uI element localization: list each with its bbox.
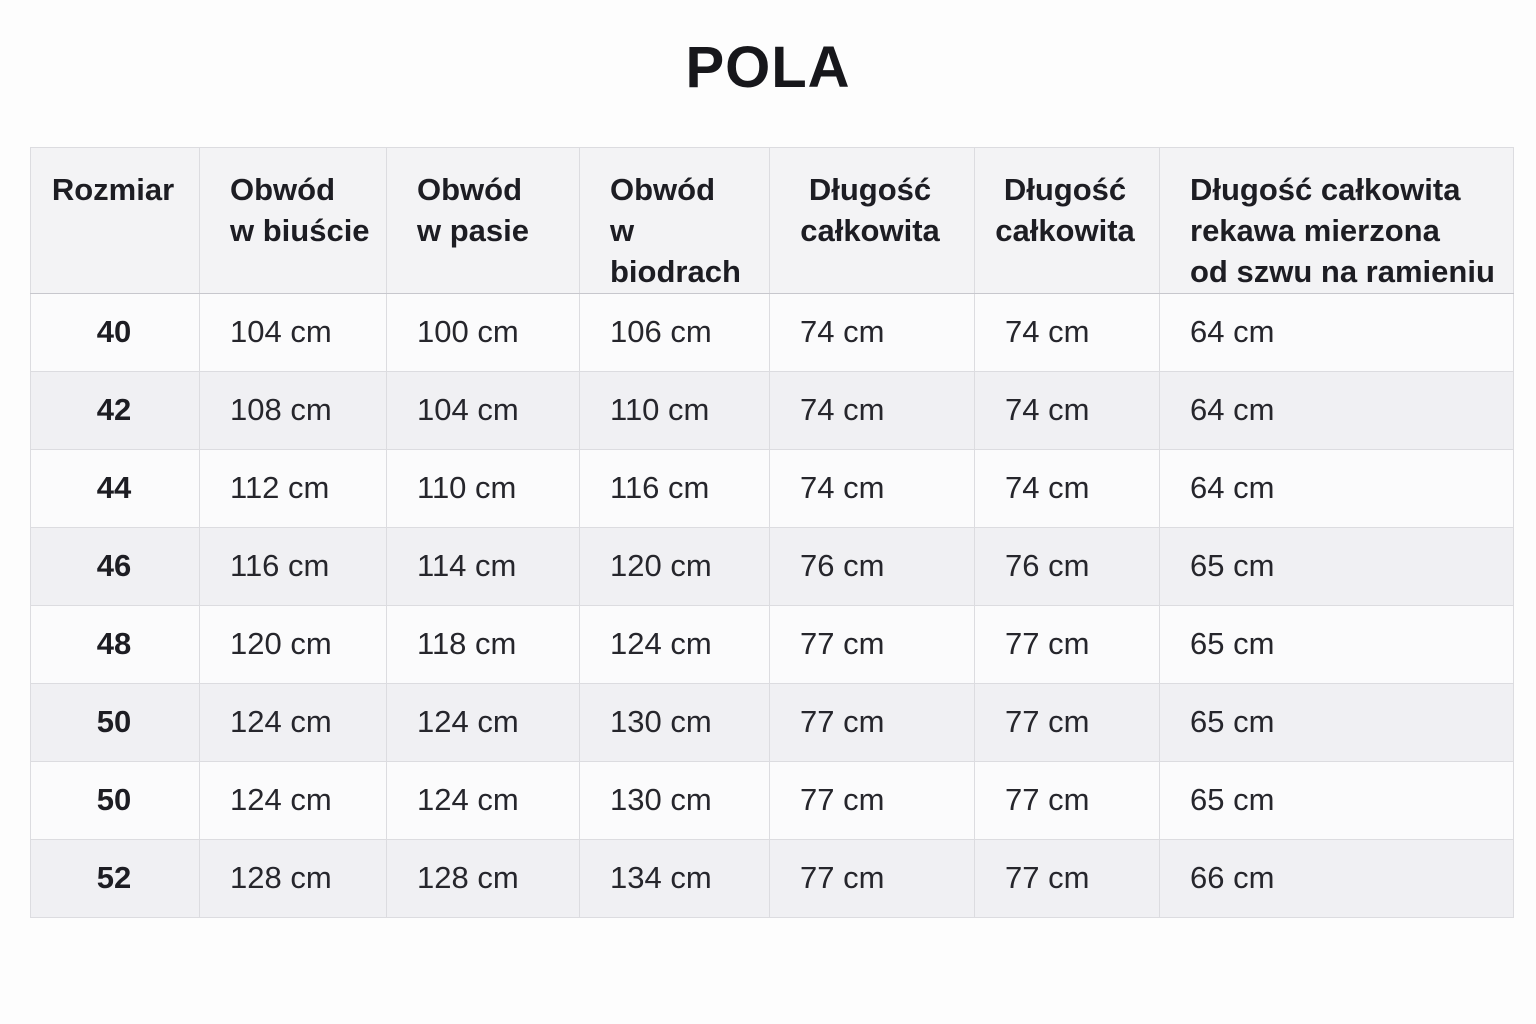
column-header-waist: Obwód w pasie: [386, 147, 580, 294]
measurement-cell: 77 cm: [769, 682, 975, 762]
measurement-cell: 65 cm: [1159, 682, 1514, 762]
measurement-cell: 108 cm: [199, 370, 387, 450]
measurement-cell: 116 cm: [199, 526, 387, 606]
table-row: 40 104 cm 100 cm 106 cm 74 cm 74 cm 64 c…: [30, 292, 1514, 372]
size-cell: 46: [30, 526, 200, 606]
size-cell: 50: [30, 682, 200, 762]
measurement-cell: 128 cm: [386, 838, 580, 918]
measurement-cell: 130 cm: [579, 760, 770, 840]
table-row: 42 108 cm 104 cm 110 cm 74 cm 74 cm 64 c…: [30, 370, 1514, 450]
measurement-cell: 77 cm: [769, 760, 975, 840]
measurement-cell: 124 cm: [386, 760, 580, 840]
measurement-cell: 64 cm: [1159, 292, 1514, 372]
table-header: Rozmiar Obwód w biuście Obwód w pasie Ob…: [30, 147, 1514, 294]
measurement-cell: 74 cm: [769, 448, 975, 528]
column-header-bust: Obwód w biuście: [199, 147, 387, 294]
measurement-cell: 77 cm: [974, 838, 1160, 918]
measurement-cell: 76 cm: [974, 526, 1160, 606]
measurement-cell: 116 cm: [579, 448, 770, 528]
column-header-length-1: Długość całkowita: [769, 147, 975, 294]
table-row: 50 124 cm 124 cm 130 cm 77 cm 77 cm 65 c…: [30, 682, 1514, 762]
measurement-cell: 76 cm: [769, 526, 975, 606]
column-header-length-2: Długość całkowita: [974, 147, 1160, 294]
size-cell: 44: [30, 448, 200, 528]
size-table: Rozmiar Obwód w biuście Obwód w pasie Ob…: [30, 147, 1514, 918]
measurement-cell: 106 cm: [579, 292, 770, 372]
measurement-cell: 100 cm: [386, 292, 580, 372]
measurement-cell: 65 cm: [1159, 760, 1514, 840]
measurement-cell: 130 cm: [579, 682, 770, 762]
measurement-cell: 77 cm: [974, 682, 1160, 762]
measurement-cell: 65 cm: [1159, 526, 1514, 606]
size-cell: 52: [30, 838, 200, 918]
measurement-cell: 74 cm: [974, 370, 1160, 450]
measurement-cell: 74 cm: [974, 292, 1160, 372]
table-row: 46 116 cm 114 cm 120 cm 76 cm 76 cm 65 c…: [30, 526, 1514, 606]
measurement-cell: 74 cm: [974, 448, 1160, 528]
table-row: 44 112 cm 110 cm 116 cm 74 cm 74 cm 64 c…: [30, 448, 1514, 528]
column-header-sleeve: Długość całkowita rekawa mierzona od szw…: [1159, 147, 1514, 294]
measurement-cell: 104 cm: [199, 292, 387, 372]
measurement-cell: 134 cm: [579, 838, 770, 918]
measurement-cell: 64 cm: [1159, 370, 1514, 450]
table-row: 50 124 cm 124 cm 130 cm 77 cm 77 cm 65 c…: [30, 760, 1514, 840]
measurement-cell: 64 cm: [1159, 448, 1514, 528]
measurement-cell: 124 cm: [386, 682, 580, 762]
size-cell: 48: [30, 604, 200, 684]
measurement-cell: 66 cm: [1159, 838, 1514, 918]
measurement-cell: 65 cm: [1159, 604, 1514, 684]
measurement-cell: 74 cm: [769, 292, 975, 372]
table-row: 52 128 cm 128 cm 134 cm 77 cm 77 cm 66 c…: [30, 838, 1514, 918]
measurement-cell: 114 cm: [386, 526, 580, 606]
measurement-cell: 124 cm: [199, 682, 387, 762]
table-body: 40 104 cm 100 cm 106 cm 74 cm 74 cm 64 c…: [30, 292, 1514, 918]
size-cell: 40: [30, 292, 200, 372]
measurement-cell: 77 cm: [769, 838, 975, 918]
measurement-cell: 124 cm: [199, 760, 387, 840]
measurement-cell: 74 cm: [769, 370, 975, 450]
measurement-cell: 128 cm: [199, 838, 387, 918]
measurement-cell: 118 cm: [386, 604, 580, 684]
measurement-cell: 124 cm: [579, 604, 770, 684]
column-header-size: Rozmiar: [30, 147, 200, 294]
measurement-cell: 77 cm: [974, 604, 1160, 684]
header-row: Rozmiar Obwód w biuście Obwód w pasie Ob…: [30, 147, 1514, 294]
size-cell: 50: [30, 760, 200, 840]
page-title: POLA: [685, 35, 851, 100]
measurement-cell: 110 cm: [579, 370, 770, 450]
measurement-cell: 77 cm: [769, 604, 975, 684]
measurement-cell: 104 cm: [386, 370, 580, 450]
column-header-hips: Obwód w biodrach: [579, 147, 770, 294]
measurement-cell: 110 cm: [386, 448, 580, 528]
size-cell: 42: [30, 370, 200, 450]
table-row: 48 120 cm 118 cm 124 cm 77 cm 77 cm 65 c…: [30, 604, 1514, 684]
measurement-cell: 77 cm: [974, 760, 1160, 840]
measurement-cell: 112 cm: [199, 448, 387, 528]
measurement-cell: 120 cm: [199, 604, 387, 684]
measurement-cell: 120 cm: [579, 526, 770, 606]
